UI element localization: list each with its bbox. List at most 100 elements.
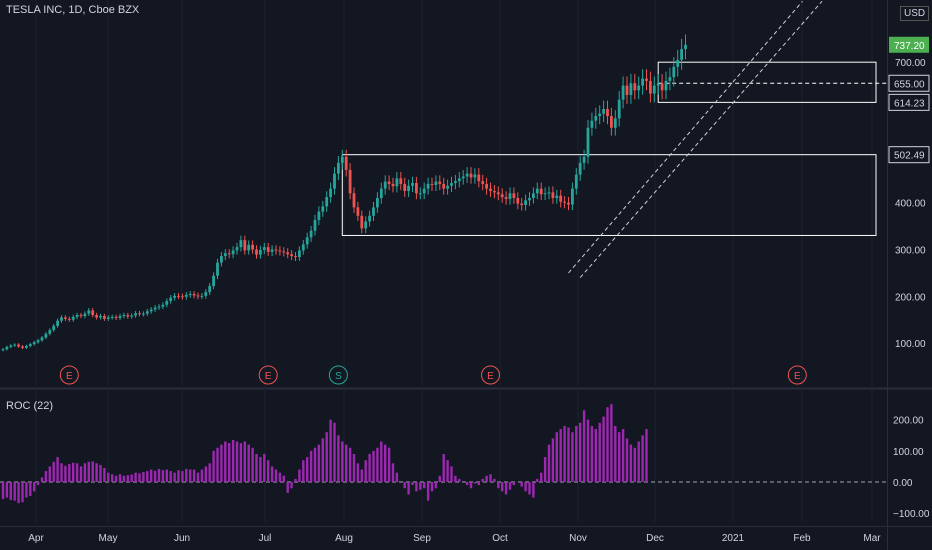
- roc-bar: [114, 475, 118, 482]
- candle-body: [200, 295, 204, 297]
- roc-bar: [606, 407, 609, 482]
- candle-body: [383, 181, 387, 189]
- candle-body: [56, 320, 59, 326]
- candle-body: [434, 181, 438, 185]
- roc-bar: [52, 461, 55, 482]
- candle-body: [25, 345, 28, 348]
- roc-bar: [243, 441, 246, 482]
- roc-bar: [134, 472, 137, 482]
- roc-bar: [446, 460, 449, 482]
- roc-bar: [95, 463, 98, 482]
- roc-bar: [161, 470, 165, 482]
- roc-bar: [387, 447, 391, 482]
- roc-bar: [33, 482, 36, 492]
- channel-line: [568, 0, 803, 274]
- roc-bar: [423, 482, 426, 489]
- candle-body: [563, 201, 566, 203]
- candle-body: [28, 344, 32, 346]
- symbol-title[interactable]: TESLA INC, 1D, Cboe BZX: [6, 4, 140, 16]
- support-resistance-boxes[interactable]: [341, 61, 887, 236]
- candle-body: [493, 190, 496, 193]
- currency-badge[interactable]: USD: [900, 6, 930, 21]
- candle-body: [340, 156, 344, 163]
- candle-body: [216, 262, 219, 276]
- roc-bar: [200, 469, 204, 482]
- roc-bar: [208, 463, 211, 482]
- roc-indicator-label[interactable]: ROC (22): [6, 400, 54, 412]
- candle-body: [477, 174, 481, 182]
- candle-body: [196, 295, 200, 297]
- roc-bar: [118, 474, 122, 482]
- roc-bar: [235, 441, 239, 482]
- candle-body: [325, 197, 329, 207]
- roc-bar: [618, 432, 621, 482]
- roc-bar: [493, 478, 496, 482]
- roc-bar: [465, 482, 469, 486]
- roc-bar: [1, 482, 5, 500]
- candle-body: [231, 250, 235, 255]
- candle-body: [255, 249, 258, 255]
- x-tick-label: 2021: [722, 533, 745, 544]
- candle-body: [457, 178, 461, 182]
- roc-bar: [454, 475, 457, 482]
- candle-body: [454, 181, 457, 184]
- x-tick-label: Aug: [335, 533, 353, 544]
- candle-body: [668, 77, 672, 81]
- candle-body: [247, 244, 251, 251]
- candle-body: [442, 183, 446, 189]
- roc-bar: [313, 447, 317, 482]
- roc-bar: [333, 422, 336, 482]
- event-marker-label: S: [335, 371, 342, 382]
- candle-body: [106, 317, 110, 319]
- roc-bar: [255, 453, 258, 482]
- candle-body: [606, 109, 609, 117]
- candle-body: [379, 188, 383, 198]
- candle-body: [504, 197, 508, 199]
- event-marker-label: E: [487, 371, 494, 382]
- candle-body: [672, 66, 676, 78]
- earnings-marker: [787, 365, 807, 385]
- roc-bar: [263, 453, 266, 482]
- price-label-box: [888, 146, 930, 164]
- roc-bar: [177, 470, 180, 482]
- roc-bar: [278, 472, 282, 482]
- candle-body: [656, 83, 660, 86]
- candle-body: [337, 162, 340, 174]
- candle-body: [149, 309, 153, 312]
- x-tick-label: Feb: [793, 533, 811, 544]
- candle-body: [309, 230, 313, 238]
- roc-bar: [477, 482, 480, 486]
- y-tick-label: 300.00: [895, 246, 926, 257]
- candle-body: [145, 311, 149, 314]
- roc-bar: [64, 465, 67, 482]
- candle-body: [418, 193, 422, 195]
- candle-body: [469, 173, 473, 178]
- candle-body: [134, 313, 137, 316]
- roc-bar: [157, 468, 161, 482]
- candle-body: [500, 194, 504, 198]
- roc-bar: [5, 482, 9, 498]
- candle-body: [430, 183, 434, 185]
- trend-channel[interactable]: [568, 0, 823, 278]
- candle-body: [153, 307, 157, 310]
- roc-bar: [540, 472, 543, 482]
- roc-bar: [321, 438, 324, 482]
- candle-body: [395, 178, 399, 187]
- earnings-marker: [481, 365, 500, 385]
- roc-bar: [411, 482, 414, 486]
- candle-body: [422, 188, 426, 194]
- candle-body: [465, 173, 469, 177]
- candle-body: [126, 315, 130, 317]
- candle-body: [411, 183, 414, 186]
- candle-body: [684, 44, 687, 50]
- roc-bar: [68, 463, 71, 482]
- roc-bar: [391, 463, 395, 482]
- roc-bar: [192, 469, 196, 482]
- roc-bar: [469, 482, 473, 489]
- candle-body: [664, 80, 668, 91]
- candle-body: [173, 295, 176, 298]
- roc-bar: [87, 461, 90, 482]
- roc-bar: [146, 471, 149, 482]
